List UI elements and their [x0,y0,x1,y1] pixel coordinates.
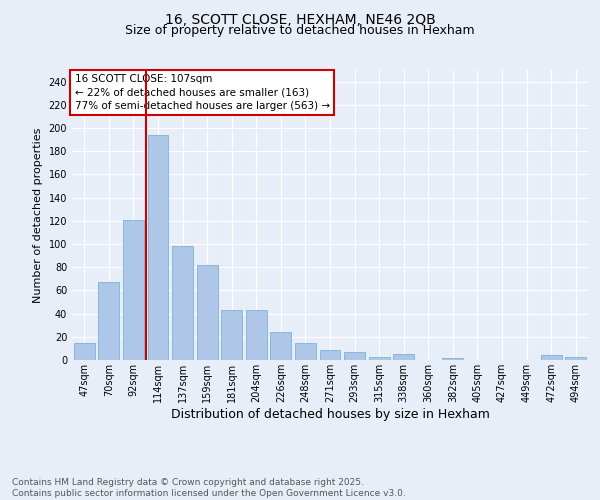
Bar [123,220,144,360]
Bar [344,352,365,360]
Bar [565,356,586,360]
Bar [148,135,169,360]
Bar [271,332,292,360]
Bar [74,342,95,360]
Text: 16 SCOTT CLOSE: 107sqm
← 22% of detached houses are smaller (163)
77% of semi-de: 16 SCOTT CLOSE: 107sqm ← 22% of detached… [74,74,330,111]
Bar [541,356,562,360]
Bar [442,358,463,360]
Bar [197,265,218,360]
Bar [393,354,414,360]
Bar [320,350,340,360]
Text: Size of property relative to detached houses in Hexham: Size of property relative to detached ho… [125,24,475,37]
X-axis label: Distribution of detached houses by size in Hexham: Distribution of detached houses by size … [170,408,490,420]
Bar [172,246,193,360]
Text: 16, SCOTT CLOSE, HEXHAM, NE46 2QB: 16, SCOTT CLOSE, HEXHAM, NE46 2QB [164,12,436,26]
Bar [98,282,119,360]
Bar [221,310,242,360]
Bar [246,310,267,360]
Text: Contains HM Land Registry data © Crown copyright and database right 2025.
Contai: Contains HM Land Registry data © Crown c… [12,478,406,498]
Bar [368,356,389,360]
Y-axis label: Number of detached properties: Number of detached properties [33,128,43,302]
Bar [295,342,316,360]
